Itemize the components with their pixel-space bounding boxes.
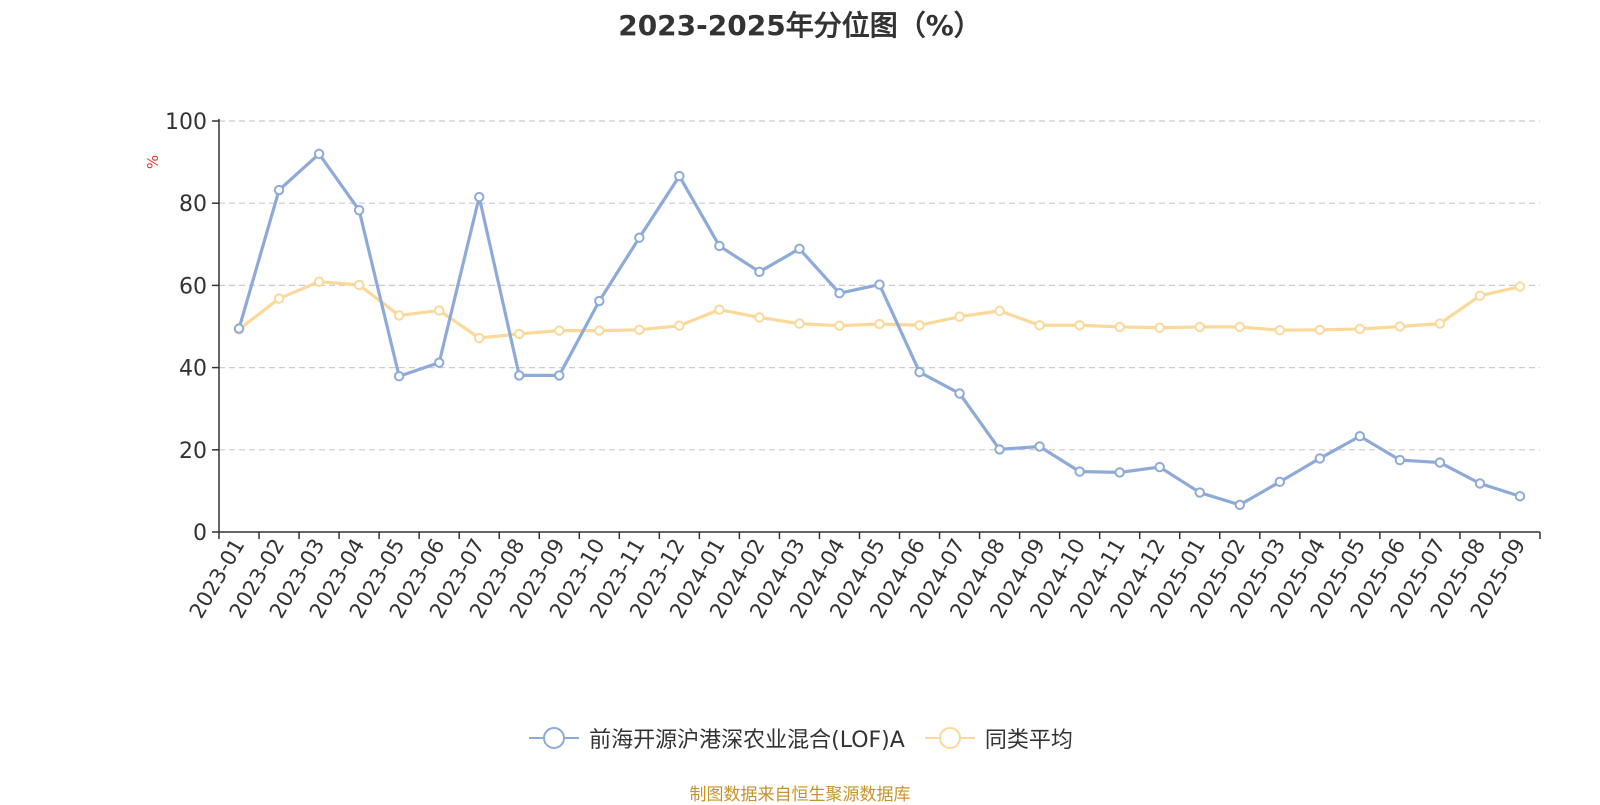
fund-point[interactable]: [1074, 466, 1085, 477]
line-chart: 0204060801002023-012023-022023-032023-04…: [144, 110, 1541, 622]
peer-average-point[interactable]: [1154, 322, 1165, 333]
peer-average-point[interactable]: [1074, 320, 1085, 331]
peer-average-point[interactable]: [273, 293, 285, 304]
fund-point[interactable]: [1194, 487, 1205, 498]
fund-point[interactable]: [393, 371, 405, 382]
fund-point[interactable]: [634, 232, 645, 243]
y-tick-label: 0: [193, 521, 207, 546]
peer-average-point[interactable]: [1274, 324, 1286, 336]
peer-average-point[interactable]: [313, 276, 325, 287]
legend-label-fund: 前海开源沪港深农业混合(LOF)A: [589, 728, 905, 753]
legend-item-fund[interactable]: 前海开源沪港深农业混合(LOF)A: [527, 722, 905, 754]
y-tick-label: 100: [165, 110, 207, 135]
fund-point[interactable]: [994, 444, 1005, 455]
peer-average-point[interactable]: [473, 332, 485, 344]
fund-point[interactable]: [1114, 467, 1125, 478]
y-tick-label: 40: [179, 357, 207, 382]
series: [233, 148, 1526, 511]
fund-point[interactable]: [1354, 431, 1366, 442]
fund-point[interactable]: [754, 266, 765, 278]
fund-point[interactable]: [1034, 441, 1045, 452]
fund-point[interactable]: [674, 170, 685, 182]
series-fund: [233, 148, 1526, 511]
peer-average-point[interactable]: [874, 318, 885, 330]
fund-point[interactable]: [1154, 461, 1165, 473]
fund-point[interactable]: [794, 243, 805, 255]
data-source-note: 制图数据来自恒生聚源数据库: [689, 785, 911, 805]
fund-point[interactable]: [1434, 457, 1446, 468]
peer-average-point[interactable]: [554, 325, 565, 336]
fund-point[interactable]: [514, 370, 525, 381]
legend-label-peer-average: 同类平均: [984, 728, 1073, 753]
fund-point[interactable]: [233, 323, 245, 334]
peer-average-point[interactable]: [514, 328, 525, 340]
peer-average-point[interactable]: [1314, 324, 1326, 335]
chart-title: 2023-2025年分位图（%）: [618, 9, 982, 42]
peer-average-point[interactable]: [1514, 281, 1526, 292]
peer-average-point[interactable]: [353, 279, 365, 291]
peer-average-point[interactable]: [994, 305, 1005, 317]
fund-point[interactable]: [1514, 491, 1526, 502]
peer-average-point[interactable]: [1234, 321, 1245, 333]
peer-average-point[interactable]: [393, 310, 405, 321]
peer-average-point[interactable]: [1114, 321, 1125, 333]
peer-average-point[interactable]: [433, 305, 445, 316]
fund-point[interactable]: [273, 184, 285, 196]
peer-average-point[interactable]: [954, 311, 965, 322]
fund-point[interactable]: [874, 279, 885, 290]
legend-marker-fund-icon: [529, 727, 580, 749]
peer-average-point[interactable]: [1034, 320, 1045, 331]
fund-point[interactable]: [594, 295, 605, 307]
fund-point[interactable]: [1274, 476, 1286, 488]
fund-point[interactable]: [954, 388, 965, 399]
fund-point[interactable]: [714, 240, 725, 252]
fund-point[interactable]: [914, 366, 925, 378]
peer-average-point[interactable]: [1194, 321, 1205, 333]
fund-point[interactable]: [1394, 454, 1406, 466]
fund-point[interactable]: [473, 191, 485, 203]
peer-average-point[interactable]: [1434, 318, 1446, 329]
peer-average-line: [238, 280, 1521, 340]
peer-average-point[interactable]: [834, 320, 845, 331]
peer-average-point[interactable]: [1394, 321, 1406, 332]
legend: 前海开源沪港深农业混合(LOF)A 同类平均: [0, 722, 1600, 754]
fund-point[interactable]: [554, 370, 565, 381]
axes: 0204060801002023-012023-022023-032023-04…: [165, 110, 1541, 622]
peer-average-point[interactable]: [634, 324, 645, 335]
peer-average-point[interactable]: [1474, 290, 1486, 301]
peer-average-point[interactable]: [594, 325, 605, 336]
legend-item-peer-average[interactable]: 同类平均: [923, 722, 1073, 754]
peer-average-point[interactable]: [754, 312, 765, 323]
y-tick-label: 80: [179, 192, 207, 217]
peer-average-point[interactable]: [1354, 323, 1366, 335]
y-axis-unit-label: %: [144, 155, 162, 169]
peer-average-point[interactable]: [794, 318, 805, 329]
fund-point[interactable]: [1474, 478, 1486, 489]
fund-point[interactable]: [1234, 499, 1245, 511]
fund-point[interactable]: [433, 357, 445, 368]
fund-point[interactable]: [1314, 453, 1326, 464]
peer-average-point[interactable]: [714, 304, 725, 315]
series-peer-average: [233, 276, 1526, 344]
fund-point[interactable]: [353, 204, 365, 216]
fund-point[interactable]: [834, 288, 845, 299]
peer-average-point[interactable]: [674, 320, 685, 331]
fund-point[interactable]: [313, 148, 325, 160]
y-tick-label: 60: [179, 274, 207, 299]
legend-marker-peer-average-icon: [924, 727, 975, 749]
y-tick-label: 20: [179, 439, 207, 464]
peer-average-point[interactable]: [914, 320, 925, 331]
